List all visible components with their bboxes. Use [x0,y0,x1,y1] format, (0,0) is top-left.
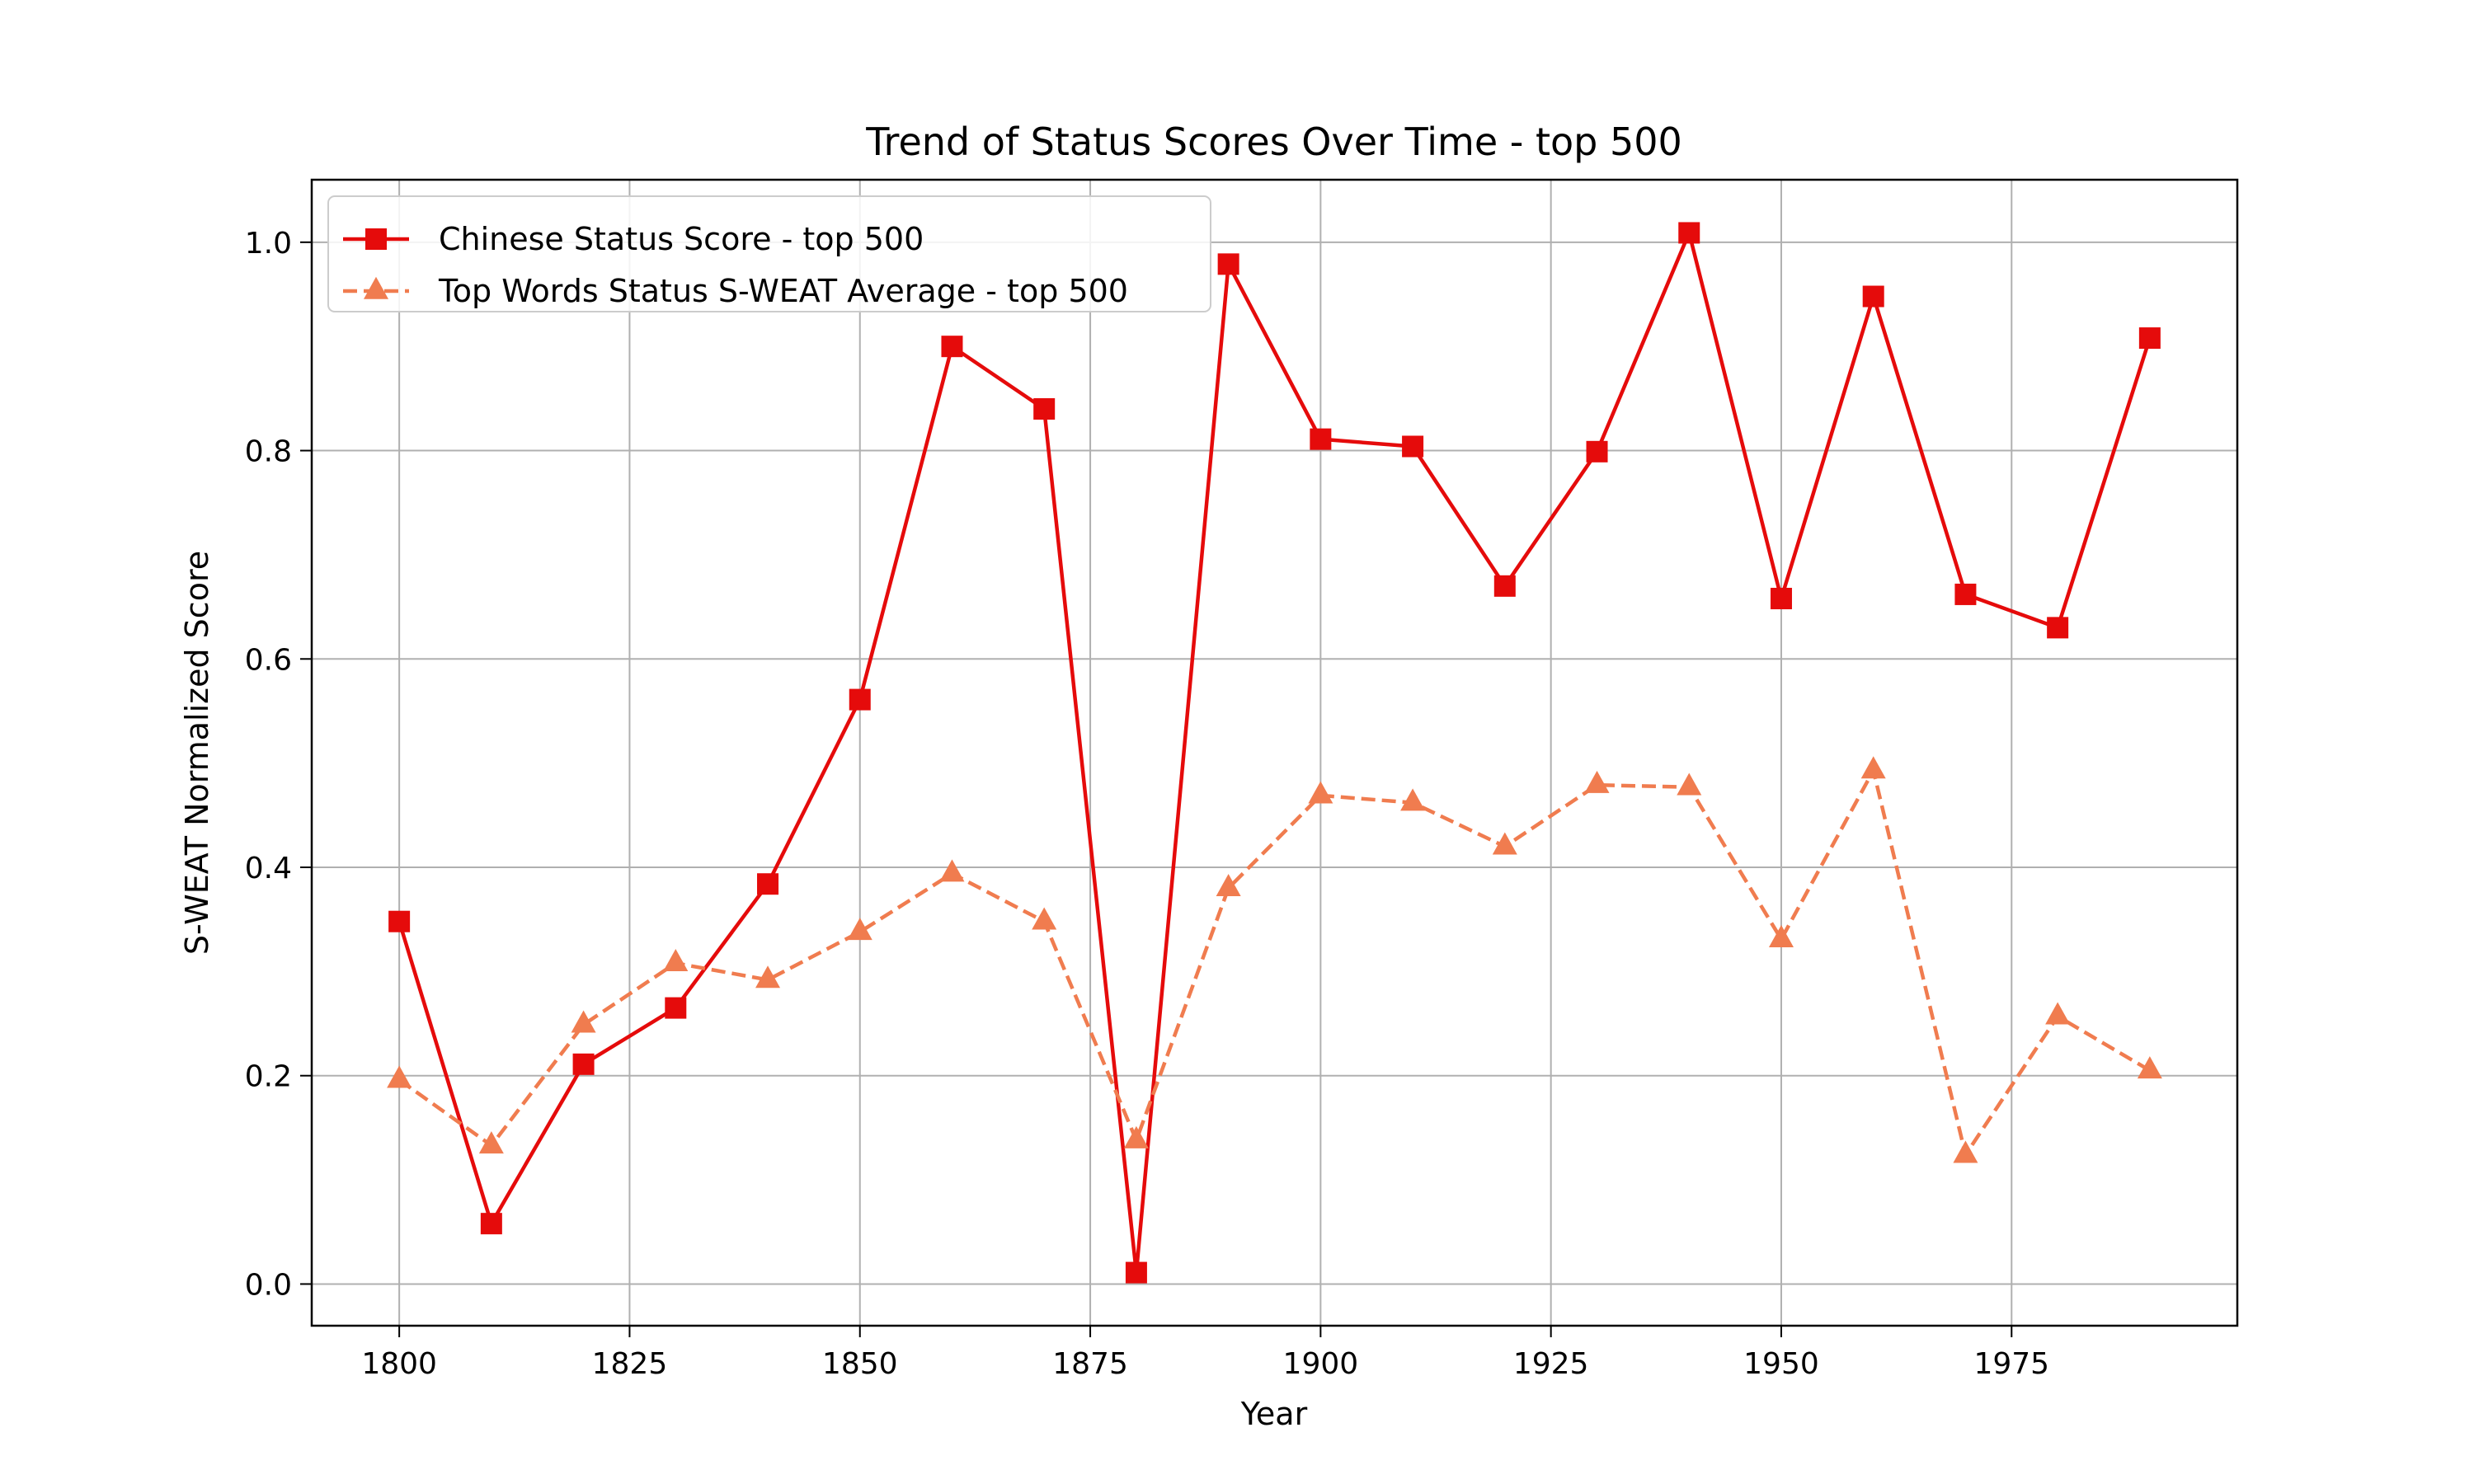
data-point [1584,770,1610,793]
data-point [1032,907,1057,930]
data-point [1308,781,1333,804]
y-tick-label: 1.0 [245,227,292,261]
x-tick-label: 1925 [1513,1347,1589,1381]
data-point [1862,285,1884,308]
data-point [1033,398,1056,420]
series-1 [388,222,2161,1284]
data-point [388,910,411,932]
data-point [1493,575,1516,597]
x-tick-label: 1950 [1743,1347,1819,1381]
data-point [1217,253,1239,275]
x-tick-label: 1975 [1973,1347,2049,1381]
data-point [1678,222,1700,244]
data-point [571,1010,596,1033]
data-point [1953,1140,1978,1163]
legend: Chinese Status Score - top 500 Top Words … [327,195,1211,312]
chart-title: Trend of Status Scores Over Time - top 5… [865,120,1682,164]
data-point [2137,1056,2162,1079]
data-point [1768,924,1794,947]
legend-box [327,195,1211,312]
legend-label: Chinese Status Score - top 500 [439,221,924,257]
data-point [480,1213,502,1235]
series-layer [387,222,2162,1284]
x-tick-label: 1850 [822,1347,898,1381]
series-line [397,231,2152,1275]
data-point [1860,756,1886,779]
series-2 [387,756,2162,1163]
y-tick-label: 0.2 [245,1060,292,1094]
data-point [1677,773,1702,796]
data-point [663,949,689,972]
x-axis-label: Year [1240,1396,1308,1432]
legend-item-1: Chinese Status Score - top 500 [343,221,924,257]
legend-label: Top Words Status S-WEAT Average - top 50… [438,273,1128,309]
x-tick-label: 1800 [361,1347,437,1381]
x-tick-label: 1900 [1283,1347,1359,1381]
legend-marker [365,228,387,250]
data-point [2047,617,2069,639]
data-point [849,688,871,711]
data-point [1954,583,1977,605]
y-tick-label: 0.4 [245,852,292,885]
data-point [665,997,687,1019]
y-axis-label: S-WEAT Normalized Score [179,551,215,955]
data-point [572,1053,595,1075]
data-point [387,1065,412,1088]
y-tick-label: 0.6 [245,643,292,677]
legend-marker [364,276,388,299]
y-tick-label: 0.8 [245,435,292,469]
data-point [1400,788,1426,811]
x-tick-label: 1825 [592,1347,668,1381]
data-point [1492,832,1517,855]
data-point [1402,435,1424,458]
legend-item-2: Top Words Status S-WEAT Average - top 50… [343,273,1128,309]
x-tick-label: 1875 [1052,1347,1128,1381]
data-point [939,859,965,882]
tick-layer: 1800 1825 1850 1875 1900 1925 1950 1975 0.0 0.2 0.… [245,227,2049,1381]
data-point [478,1131,504,1154]
data-point [1586,440,1608,463]
y-tick-label: 0.0 [245,1268,292,1302]
data-point [755,965,781,989]
data-point [1125,1261,1147,1284]
data-point [1310,428,1332,450]
grid-layer [312,180,2237,1326]
data-point [941,336,963,358]
data-point [2138,327,2161,350]
data-point [2045,1002,2071,1025]
data-point [847,918,872,941]
data-point [757,873,779,895]
data-point [1770,587,1792,609]
data-point [1123,1125,1149,1148]
plot-frame [310,178,2239,1327]
data-point [1216,874,1241,897]
